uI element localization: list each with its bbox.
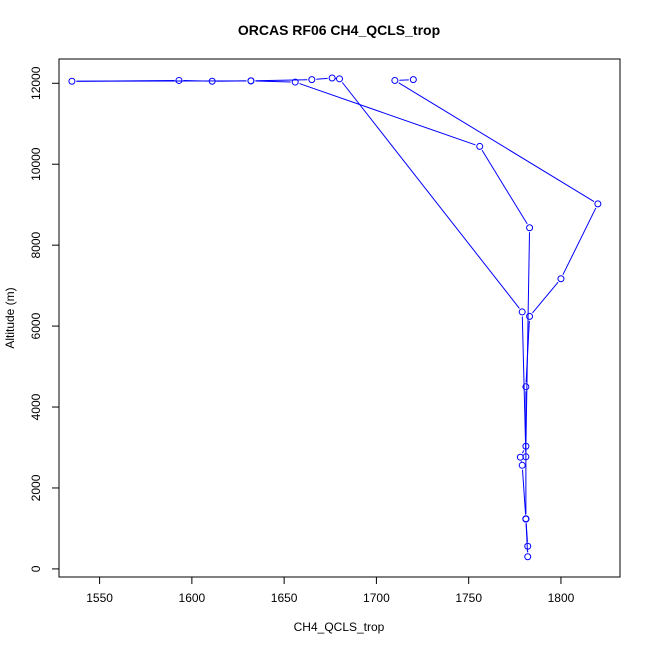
- data-point-0-9: [522, 515, 530, 523]
- data-point-0-1: [391, 76, 399, 84]
- series-segment-0-21: [316, 77, 328, 80]
- y-axis-label: Altitude (m): [3, 287, 17, 348]
- data-point-0-25: [522, 453, 530, 461]
- y-tick-label-1: 2000: [29, 474, 43, 501]
- series-segment-0-3: [532, 281, 559, 314]
- x-tick-label-1: 1600: [179, 591, 206, 605]
- data-point-0-4: [526, 312, 534, 320]
- y-tick-label-2: 4000: [29, 393, 43, 420]
- data-point-0-8: [524, 553, 532, 561]
- x-tick-label-4: 1750: [455, 591, 482, 605]
- series-segment-0-1: [398, 82, 595, 202]
- x-tick-label-5: 1800: [548, 591, 575, 605]
- series-layer: [68, 74, 602, 561]
- data-point-0-7: [524, 542, 532, 550]
- data-point-0-18: [175, 76, 183, 84]
- data-point-0-14: [476, 142, 484, 150]
- y-tick-label-3: 6000: [29, 312, 43, 339]
- x-axis: 1550 1600 1650 1700 1750 1800: [86, 577, 575, 605]
- data-point-0-5: [522, 383, 530, 391]
- plot-frame: [58, 58, 621, 578]
- data-point-0-10: [518, 461, 526, 469]
- y-tick-label-5: 10000: [29, 147, 43, 181]
- series-segment-0-11: [521, 450, 525, 454]
- y-tick-label-0: 0: [29, 565, 43, 572]
- y-tick-label-4: 8000: [29, 231, 43, 258]
- data-point-0-0: [409, 76, 417, 84]
- chart-title: ORCAS RF06 CH4_QCLS_trop: [238, 22, 440, 38]
- series-segment-0-20: [255, 79, 308, 82]
- data-point-0-12: [522, 442, 530, 450]
- data-point-0-2: [594, 200, 602, 208]
- data-point-0-24: [518, 308, 526, 316]
- data-point-0-13: [526, 224, 534, 232]
- x-tick-label-3: 1700: [363, 591, 390, 605]
- series-segment-0-9: [522, 469, 527, 515]
- x-tick-label-2: 1650: [271, 591, 298, 605]
- data-point-0-19: [68, 77, 76, 85]
- series-segment-0-2: [562, 207, 597, 275]
- data-point-0-3: [557, 275, 565, 283]
- series-segment-0-12: [525, 232, 530, 442]
- data-point-0-17: [208, 77, 216, 85]
- series-segment-0-14: [299, 83, 476, 146]
- x-tick-label-0: 1550: [86, 591, 113, 605]
- y-axis: 0 2000 4000 6000 8000 10000 12000: [29, 66, 59, 572]
- data-point-0-15: [291, 78, 299, 86]
- data-point-0-22: [328, 74, 336, 82]
- x-axis-label: CH4_QCLS_trop: [294, 620, 385, 634]
- data-point-0-20: [247, 77, 255, 85]
- series-segment-0-8: [525, 523, 529, 553]
- data-point-0-21: [308, 76, 316, 84]
- series-segment-0-23: [341, 82, 520, 309]
- series-segment-0-13: [481, 149, 528, 225]
- y-tick-label-6: 12000: [29, 66, 43, 100]
- data-point-0-23: [336, 75, 343, 83]
